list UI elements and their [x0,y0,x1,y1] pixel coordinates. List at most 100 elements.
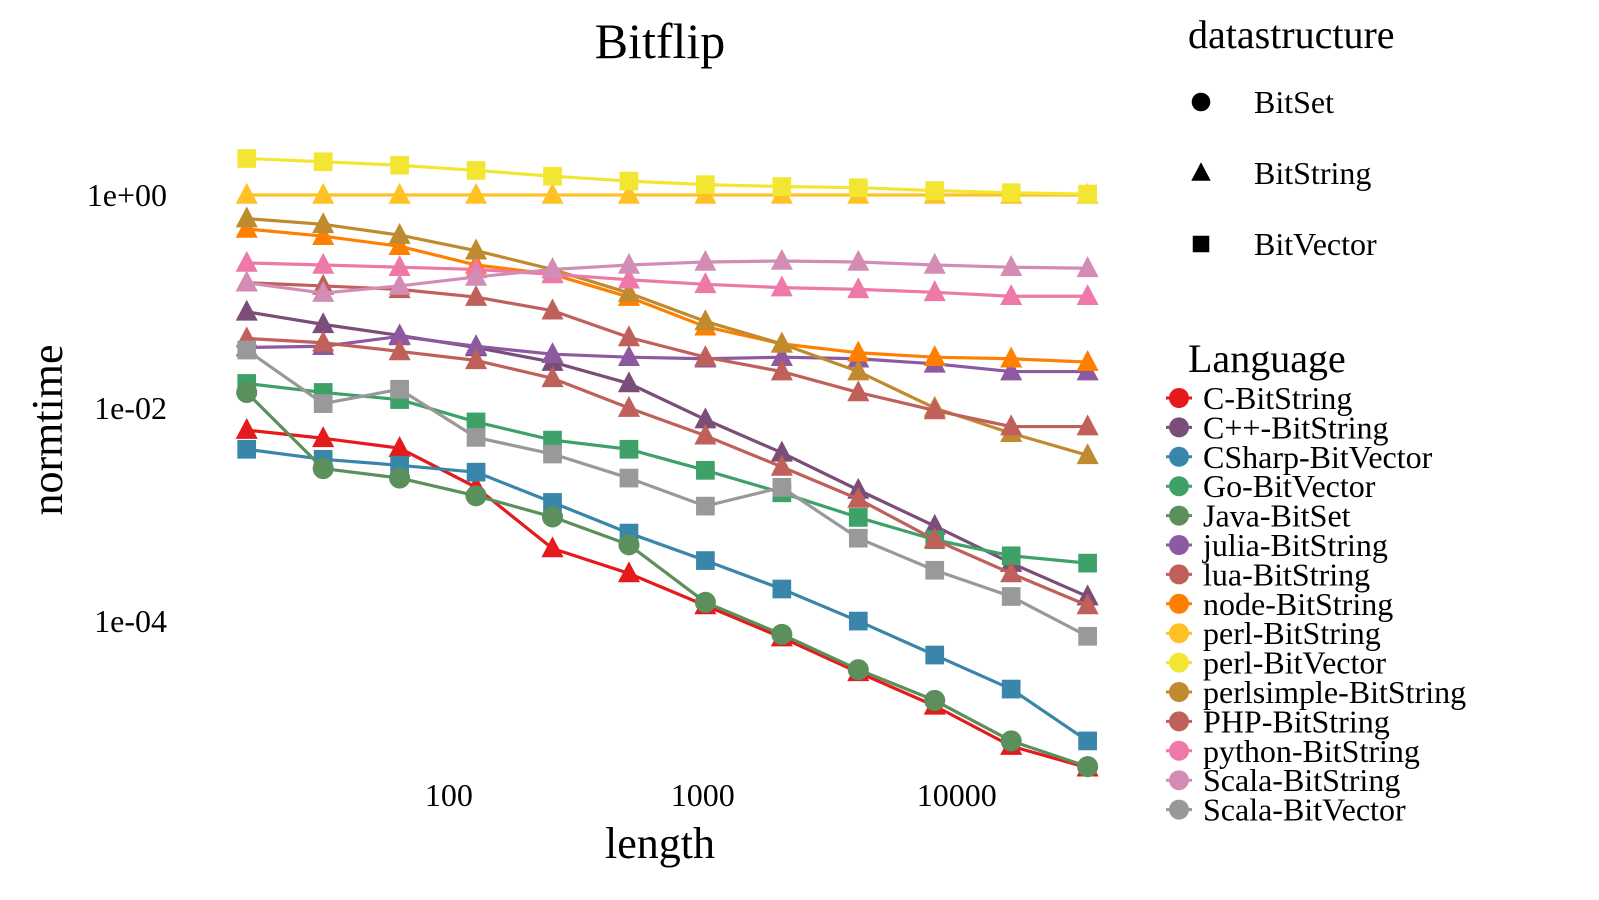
data-point-c-bitstring [235,299,258,321]
data-point-scala-bitvector [696,496,715,516]
data-point-perl-bitvector [543,166,562,186]
data-point-julia-bitstring [541,342,564,364]
data-point-perlsimple-bitstring [388,222,411,244]
data-point-perl-bitvector [313,152,333,172]
data-point-perl-bitvector [466,161,486,180]
data-point-python-bitstring [235,250,258,272]
data-point-c-bitstring [235,418,258,439]
data-point-scala-bitstring [541,257,564,279]
series-line-perlsimple-bitstring [246,217,1089,457]
y-axis-label: normtime [23,344,72,515]
data-point-python-bitstring [1076,284,1099,306]
legend-language-title: Language [1188,336,1346,381]
series-csharp-bitvector [237,439,1097,751]
data-point-java-bitset [465,485,487,507]
data-point-csharp-bitvector [466,462,486,482]
data-point-perlsimple-bitstring [1076,443,1099,465]
data-point-perl-bitvector [237,149,257,168]
data-point-csharp-bitvector [696,551,715,570]
data-point-c-bitstring [312,426,335,448]
data-point-php-bitstring [847,380,870,402]
data-point-python-bitstring [617,267,641,289]
data-point-python-bitstring [1000,284,1023,306]
data-point-lua-bitstring [312,330,335,352]
legend-datastructure-title: datastructure [1188,12,1395,57]
data-point-node-bitstring [312,224,335,246]
legend-color-label: Scala-BitVector [1203,792,1406,828]
legend-shape-label: BitVector [1254,226,1377,262]
data-point-scala-bitstring [235,270,258,292]
data-point-go-bitvector [466,412,486,432]
data-point-scala-bitvector [619,468,639,488]
data-point-scala-bitvector [1078,626,1097,646]
data-point-php-bitstring [465,284,488,306]
data-point-scala-bitvector [390,379,409,399]
data-point-c-bitstring [388,436,411,457]
data-point-perl-bitstring [388,182,411,204]
data-point-lua-bitstring [770,454,793,476]
data-point-c-bitstring [617,371,641,393]
data-point-perl-bitvector [619,171,639,191]
data-point-lua-bitstring [847,486,870,508]
data-point-csharp-bitvector [543,493,562,512]
data-point-scala-bitvector [543,444,562,464]
legend-shape-label: BitString [1254,155,1371,191]
data-point-java-bitset [618,534,640,556]
data-point-java-bitset [1000,730,1022,752]
data-point-julia-bitstring [617,345,641,366]
data-point-php-bitstring [770,359,793,381]
data-point-perl-bitstring [541,182,564,204]
legend-color-label: Java-BitSet [1203,498,1351,534]
data-point-perlsimple-bitstring [235,206,258,228]
y-tick-label: 1e-04 [94,603,167,639]
data-point-php-bitstring [923,398,946,420]
data-point-go-bitvector [1078,553,1097,573]
data-point-lua-bitstring [694,423,717,445]
data-point-perlsimple-bitstring [770,331,793,353]
data-point-python-bitstring [312,252,335,274]
data-point-scala-bitstring [617,252,641,274]
legend-shape-label: BitSet [1254,84,1334,120]
series-scala-bitstring [235,248,1099,302]
data-point-lua-bitstring [1076,593,1099,615]
data-point-c-bitstring [312,312,335,334]
series-line-scala-bitstring [246,259,1088,295]
data-point-perl-bitvector [390,155,409,175]
legend-language: Language C-BitStringC++-BitStringCSharp-… [1166,336,1466,828]
series-java-bitset [236,381,1099,778]
data-point-java-bitset [694,591,716,613]
data-point-go-bitvector [619,439,639,459]
data-point-lua-bitstring [388,339,411,361]
data-point-perl-bitvector [925,181,945,200]
series-line-perl-bitvector [246,156,1088,196]
legend-color-label: PHP-BitString [1203,703,1390,739]
data-point-perl-bitvector [1001,183,1021,203]
data-point-perlsimple-bitstring [694,309,717,331]
data-point-c-bitstring [617,561,641,583]
data-point-lua-bitstring [465,348,488,370]
data-point-java-bitset [236,381,258,403]
plot-area [235,149,1099,778]
data-point-scala-bitvector [1001,587,1021,606]
data-point-node-bitstring [923,345,946,366]
data-point-csharp-bitvector [772,579,792,599]
y-axis-ticks: 1e+00 1e-02 1e-04 [87,177,167,639]
series-line-scala-bitvector [245,348,1089,638]
data-point-perl-bitvector [696,175,715,194]
legend-color-label: julia-BitString [1202,527,1388,563]
data-point-scala-bitvector [925,560,945,580]
data-point-node-bitstring [1076,349,1099,371]
data-point-scala-bitstring [694,249,717,271]
series-lua-bitstring [235,326,1099,615]
series-line-c-bitstring [246,428,1089,770]
data-point-perlsimple-bitstring [617,280,641,302]
data-point-php-bitstring [617,325,641,347]
data-point-julia-bitstring [1000,359,1023,381]
data-point-perl-bitvector [1078,184,1097,204]
data-point-lua-bitstring [617,395,641,417]
series-line-c-bitstring [246,310,1089,598]
series-line-go-bitvector [246,381,1088,565]
data-point-c-bitstring [541,536,564,558]
data-point-scala-bitvector [466,428,486,447]
data-point-c-bitstring [694,407,717,429]
